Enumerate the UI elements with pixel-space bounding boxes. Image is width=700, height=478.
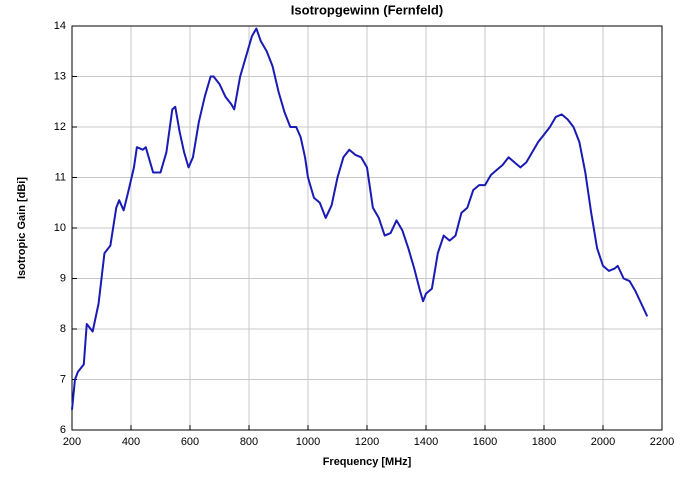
data-line: [71, 27, 649, 410]
x-tick-label: 2200: [650, 436, 674, 448]
x-tick-label: 1000: [296, 436, 320, 448]
x-tick-label: 1400: [414, 436, 438, 448]
y-tick-label: 9: [60, 272, 66, 284]
y-tick-label: 8: [60, 323, 66, 335]
x-tick-label: 1600: [473, 436, 497, 448]
y-tick-label: 6: [60, 424, 66, 436]
plot-frame: [71, 25, 663, 431]
y-tick-label: 7: [60, 373, 66, 385]
x-tick-label: 800: [240, 436, 258, 448]
y-tick-label: 13: [54, 70, 66, 82]
x-tick-label: 200: [63, 436, 81, 448]
x-tick-label: 2000: [591, 436, 615, 448]
x-tick-label: 1800: [532, 436, 556, 448]
y-tick-label: 12: [54, 121, 66, 133]
y-tick-label: 11: [55, 171, 66, 183]
x-tick-label: 400: [122, 436, 140, 448]
y-tick-label: 10: [54, 222, 66, 234]
y-axis-label: Isotropic Gain [dBi]: [16, 177, 28, 279]
x-axis-label: Frequency [MHz]: [323, 456, 412, 468]
x-tick-label: 600: [181, 436, 199, 448]
y-tick-label: 14: [54, 20, 66, 32]
x-tick-label: 1200: [355, 436, 379, 448]
chart-title: Isotropgewinn (Fernfeld): [291, 2, 443, 17]
